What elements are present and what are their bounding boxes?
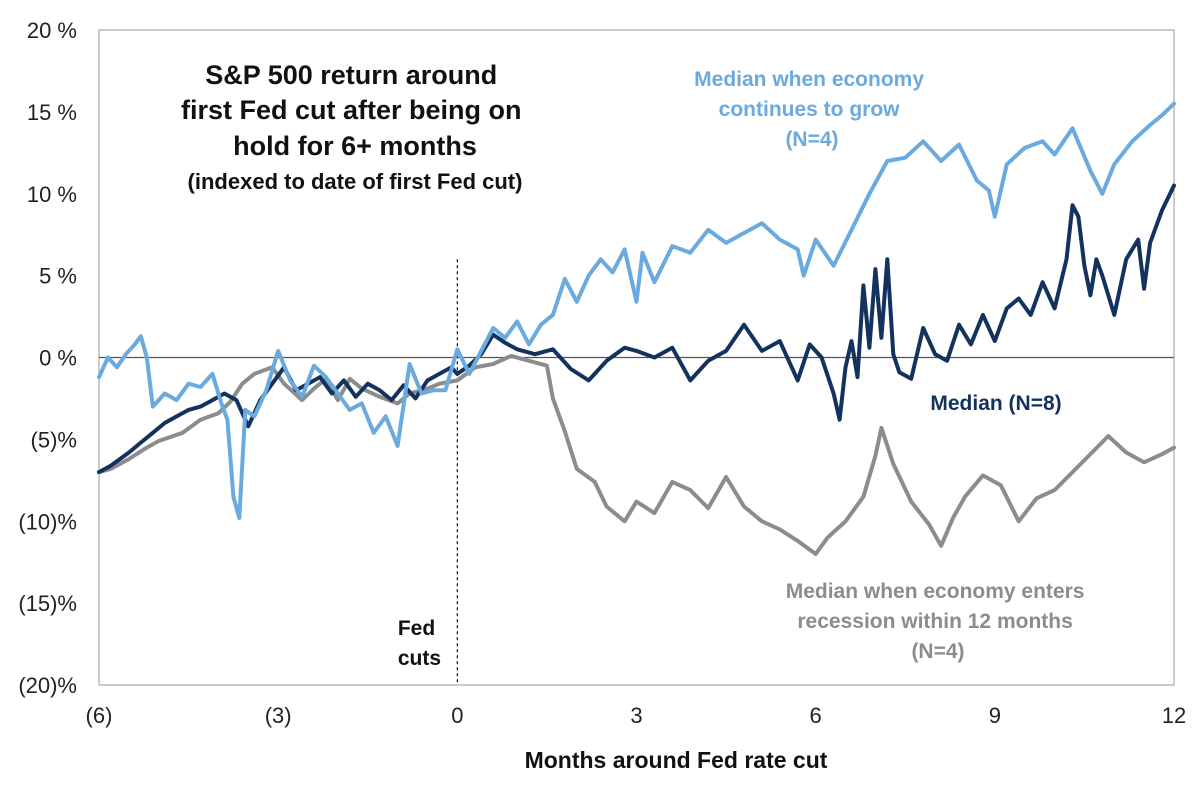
annotation-recession-line-2: recession within 12 months: [797, 610, 1072, 633]
chart-title-line-2: first Fed cut after being on: [181, 95, 522, 125]
y-tick-label: 0 %: [39, 346, 77, 371]
y-tick-label: (10)%: [18, 509, 77, 534]
x-tick-label: (6): [86, 703, 113, 728]
fed-cuts-label-line-1: Fed: [398, 617, 435, 640]
annotation-grow-line-1: Median when economy: [694, 68, 924, 91]
series-line-recession: [97, 353, 1176, 556]
series-line-grow: [97, 101, 1176, 520]
y-tick-label: 20 %: [27, 18, 77, 43]
series-line-median: [97, 183, 1176, 475]
chart-title-line-3: hold for 6+ months: [233, 131, 477, 161]
annotation-grow-line-2: continues to grow: [719, 98, 900, 121]
y-tick-label: 15 %: [27, 100, 77, 125]
x-tick-label: 6: [810, 703, 822, 728]
y-tick-label: 10 %: [27, 182, 77, 207]
y-tick-label: (15)%: [18, 591, 77, 616]
x-axis-tick-labels: (6) (3) 0 3 6 9 12: [86, 703, 1187, 728]
annotation-median-line-1: Median (N=8): [930, 392, 1061, 415]
y-tick-label: (5)%: [31, 427, 77, 452]
series-lines: [97, 101, 1176, 556]
y-tick-label: 5 %: [39, 264, 77, 289]
x-tick-label: 0: [451, 703, 463, 728]
annotation-grow-line-3: (N=4): [785, 128, 838, 151]
annotation-recession-line-1: Median when economy enters: [786, 580, 1085, 603]
annotation-recession: Median when economy enters recession wit…: [786, 580, 1091, 663]
y-axis-tick-labels: 20 % 15 % 10 % 5 % 0 % (5)% (10)% (15)% (20)%: [18, 18, 77, 698]
fed-cuts-label-line-2: cuts: [398, 647, 441, 670]
annotation-median: Median (N=8): [930, 392, 1061, 415]
chart-title: S&P 500 return around first Fed cut afte…: [181, 60, 529, 161]
x-tick-label: 12: [1162, 703, 1186, 728]
fed-cuts-label: Fed cuts: [398, 617, 441, 670]
y-tick-label: (20)%: [18, 673, 77, 698]
x-axis-title: Months around Fed rate cut: [525, 747, 828, 773]
annotation-grow: Median when economy continues to grow (N…: [694, 68, 930, 151]
chart-subtitle: (indexed to date of first Fed cut): [188, 169, 523, 194]
annotation-recession-line-3: (N=4): [911, 640, 964, 663]
x-tick-label: (3): [265, 703, 292, 728]
chart-title-line-1: S&P 500 return around: [205, 60, 497, 90]
x-tick-label: 3: [630, 703, 642, 728]
x-tick-label: 9: [989, 703, 1001, 728]
